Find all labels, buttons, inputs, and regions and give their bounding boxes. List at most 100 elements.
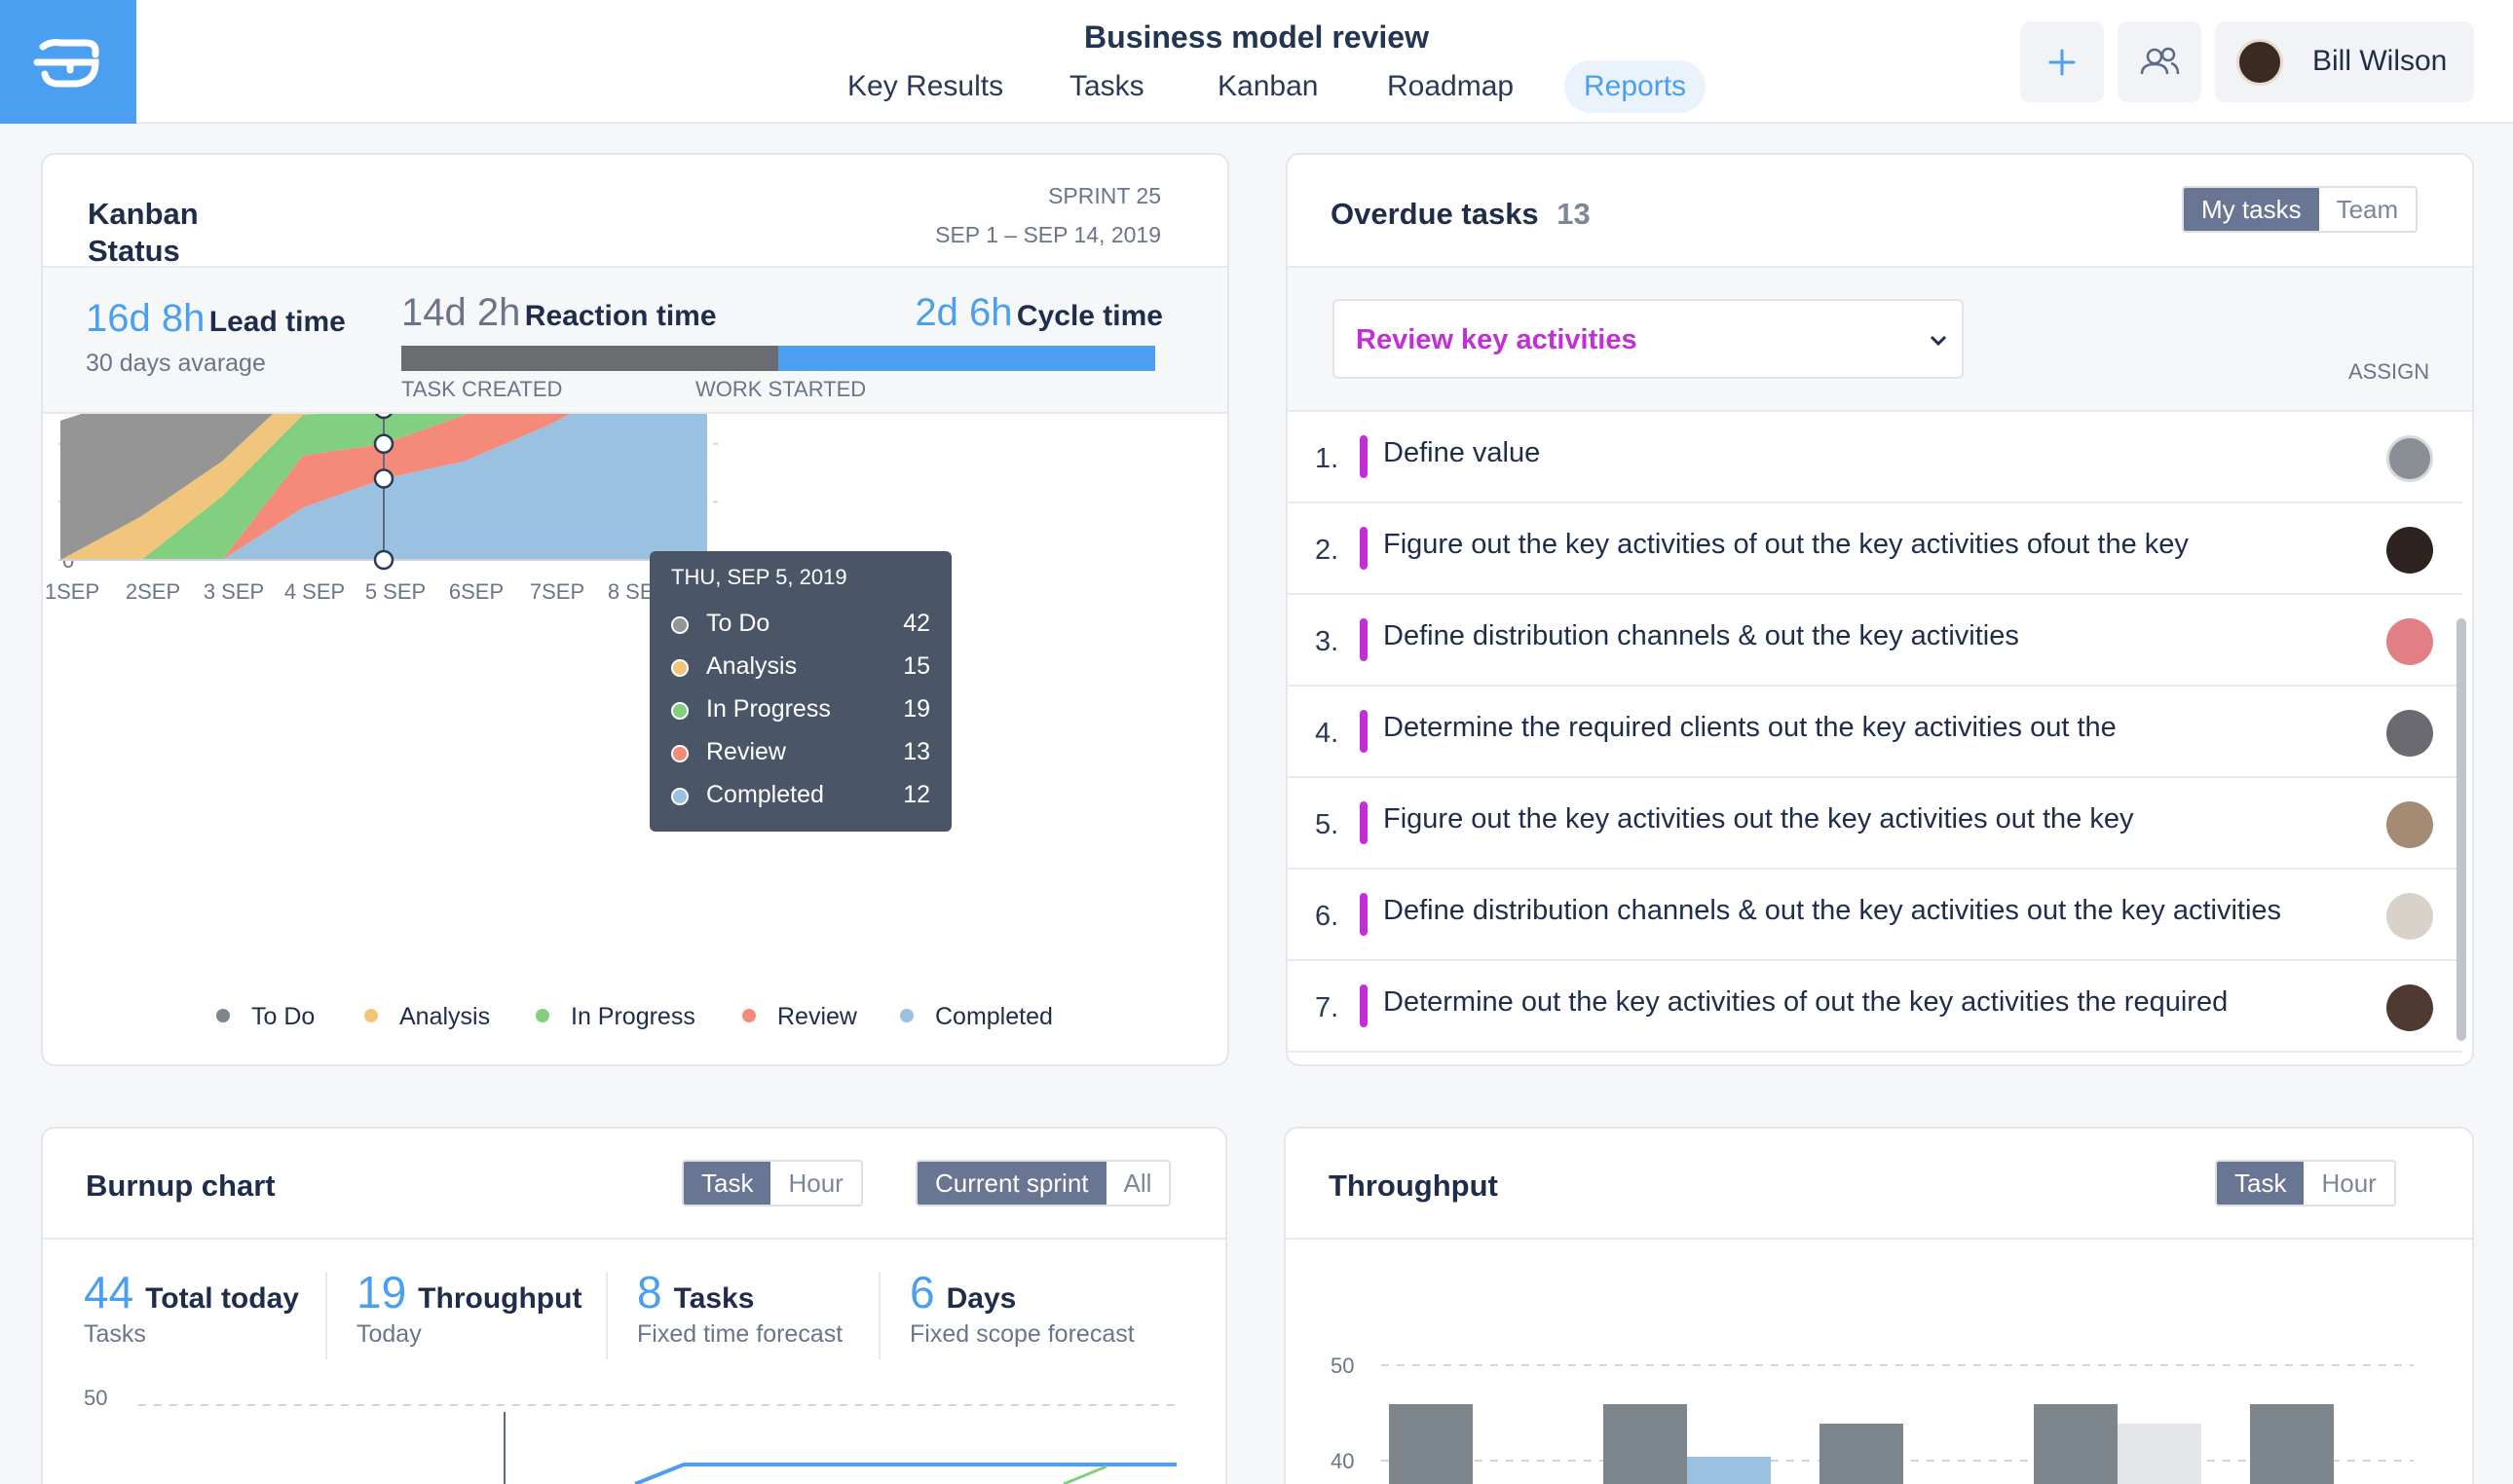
- tooltip-date: THU, SEP 5, 2019: [671, 565, 847, 589]
- toggle-hour[interactable]: Hour: [788, 1169, 844, 1198]
- legend-todo[interactable]: To Do: [216, 1003, 315, 1031]
- avatar: [2386, 710, 2433, 757]
- x-tick-label: 6SEP: [449, 579, 504, 604]
- tooltip-dot: [671, 659, 689, 677]
- hover-marker: [375, 414, 393, 420]
- throughput-bar: [2118, 1424, 2201, 1484]
- overdue-filter-bar: Review key activities ASSIGN: [1288, 266, 2472, 412]
- tooltip-dot: [671, 616, 689, 634]
- burnup-chart: 50: [84, 1386, 1177, 1484]
- tooltip-row-review: Review 13: [671, 736, 930, 767]
- activity-dropdown[interactable]: Review key activities: [1332, 299, 1964, 379]
- burnup-range-toggle: Current sprint All: [916, 1160, 1172, 1206]
- burnup-title: Burnup chart: [86, 1169, 276, 1203]
- x-tick-label: 5 SEP: [365, 579, 426, 604]
- list-item[interactable]: 6. Define distribution channels & out the…: [1288, 870, 2462, 961]
- x-tick-label: 7SEP: [530, 579, 584, 604]
- tooltip-dot: [671, 745, 689, 762]
- toggle-all[interactable]: All: [1123, 1169, 1152, 1198]
- list-item[interactable]: 1. Define value: [1288, 412, 2462, 503]
- toggle-my-tasks[interactable]: My tasks: [2184, 188, 2319, 231]
- avatar: [2386, 984, 2433, 1031]
- tab-key-results[interactable]: Key Results: [847, 70, 1004, 102]
- list-item[interactable]: 4. Determine the required clients out the…: [1288, 686, 2462, 778]
- assign-label: ASSIGN: [2348, 359, 2430, 384]
- throughput-bar: [1687, 1457, 1771, 1484]
- time-bar: [401, 346, 1155, 371]
- toggle-hour[interactable]: Hour: [2321, 1169, 2377, 1198]
- avatar: [2386, 435, 2433, 482]
- list-item[interactable]: 7. Determine out the key activities of ou…: [1288, 961, 2462, 1053]
- overdue-title: Overdue tasks 13: [1331, 197, 1591, 231]
- user-menu[interactable]: Bill Wilson: [2215, 21, 2474, 102]
- legend-analysis[interactable]: Analysis: [364, 1003, 490, 1031]
- users-icon: [2140, 47, 2180, 75]
- toggle-task[interactable]: Task: [684, 1162, 771, 1205]
- reaction-bar: [401, 346, 778, 371]
- throughput-bar: [1819, 1424, 1903, 1484]
- legend-in-progress[interactable]: In Progress: [536, 1003, 695, 1031]
- throughput-ytick: 50: [1331, 1354, 1354, 1378]
- x-tick-label: 1SEP: [45, 579, 99, 604]
- divider: [606, 1272, 608, 1359]
- area-review: [60, 414, 571, 560]
- stat-total-today: 44 Total today Tasks: [84, 1267, 299, 1348]
- time-metrics: 16d 8h Lead time 30 days avarage 14d 2h …: [43, 266, 1227, 414]
- area-to-do: [60, 414, 274, 560]
- area-in-progress: [60, 414, 468, 560]
- throughput-bar: [2250, 1404, 2334, 1484]
- sprint-dates: SEP 1 – SEP 14, 2019: [935, 222, 1161, 247]
- toggle-current-sprint[interactable]: Current sprint: [918, 1162, 1106, 1205]
- tooltip-row-analysis: Analysis 15: [671, 650, 930, 682]
- divider: [879, 1272, 881, 1359]
- chevron-down-icon: [1930, 335, 1947, 347]
- chart-tooltip: THU, SEP 5, 2019 To Do 42 Analysis 15 In P…: [650, 551, 952, 832]
- tooltip-row-todo: To Do 42: [671, 608, 930, 639]
- avatar: [2236, 39, 2283, 86]
- tooltip-dot: [671, 702, 689, 720]
- scrollbar[interactable]: [2457, 618, 2466, 1041]
- x-tick-label: 3 SEP: [204, 579, 264, 604]
- stat-tasks-forecast: 8 Tasks Fixed time forecast: [637, 1267, 844, 1348]
- tooltip-row-in-progress: In Progress 19: [671, 693, 930, 724]
- task-created-label: TASK CREATED: [401, 377, 563, 401]
- logo-icon: [33, 39, 99, 88]
- list-item[interactable]: 2. Figure out the key activities of out t…: [1288, 503, 2462, 595]
- page-title: Business model review: [1084, 19, 1429, 55]
- divider: [1286, 1238, 2472, 1240]
- work-started-label: WORK STARTED: [695, 377, 867, 401]
- burnup-ytick: 50: [84, 1386, 107, 1410]
- burnup-card: Burnup chart Task Hour Current sprint Al…: [41, 1127, 1227, 1484]
- sprint-label: SPRINT 25: [1048, 183, 1161, 208]
- toggle-task[interactable]: Task: [2217, 1162, 2305, 1205]
- divider: [325, 1272, 327, 1359]
- list-item[interactable]: 5. Figure out the key activities out the …: [1288, 778, 2462, 870]
- tab-reports[interactable]: Reports: [1564, 60, 1707, 113]
- add-button[interactable]: [2020, 21, 2104, 102]
- toggle-team[interactable]: Team: [2336, 195, 2399, 224]
- overdue-count: 13: [1557, 197, 1591, 231]
- tab-kanban[interactable]: Kanban: [1218, 70, 1319, 102]
- legend-review[interactable]: Review: [742, 1003, 857, 1031]
- list-item[interactable]: 3. Define distribution channels & out the…: [1288, 595, 2462, 686]
- overdue-toggle: My tasks Team: [2182, 186, 2419, 233]
- overdue-task-list: 1. Define value 2. Figure out the key acti…: [1288, 412, 2472, 1064]
- stat-days-forecast: 6 Days Fixed scope forecast: [910, 1267, 1135, 1348]
- tab-roadmap[interactable]: Roadmap: [1387, 70, 1515, 102]
- throughput-title: Throughput: [1329, 1169, 1498, 1203]
- legend-completed[interactable]: Completed: [900, 1003, 1053, 1031]
- x-tick-label: 4 SEP: [284, 579, 345, 604]
- user-name: Bill Wilson: [2312, 45, 2448, 77]
- lead-time: 16d 8h Lead time: [86, 297, 346, 340]
- app-logo[interactable]: [0, 0, 136, 124]
- tab-tasks[interactable]: Tasks: [1069, 70, 1144, 102]
- top-bar: Business model review Key Results Tasks …: [0, 0, 2513, 124]
- reaction-time: 14d 2h Reaction time: [401, 291, 717, 334]
- lead-time-sub: 30 days avarage: [86, 350, 266, 377]
- throughput-chart: 50 40: [1331, 1354, 2414, 1484]
- tooltip-row-completed: Completed 12: [671, 779, 930, 810]
- hover-marker: [373, 433, 394, 455]
- team-button[interactable]: [2118, 21, 2201, 102]
- avatar: [2386, 527, 2433, 574]
